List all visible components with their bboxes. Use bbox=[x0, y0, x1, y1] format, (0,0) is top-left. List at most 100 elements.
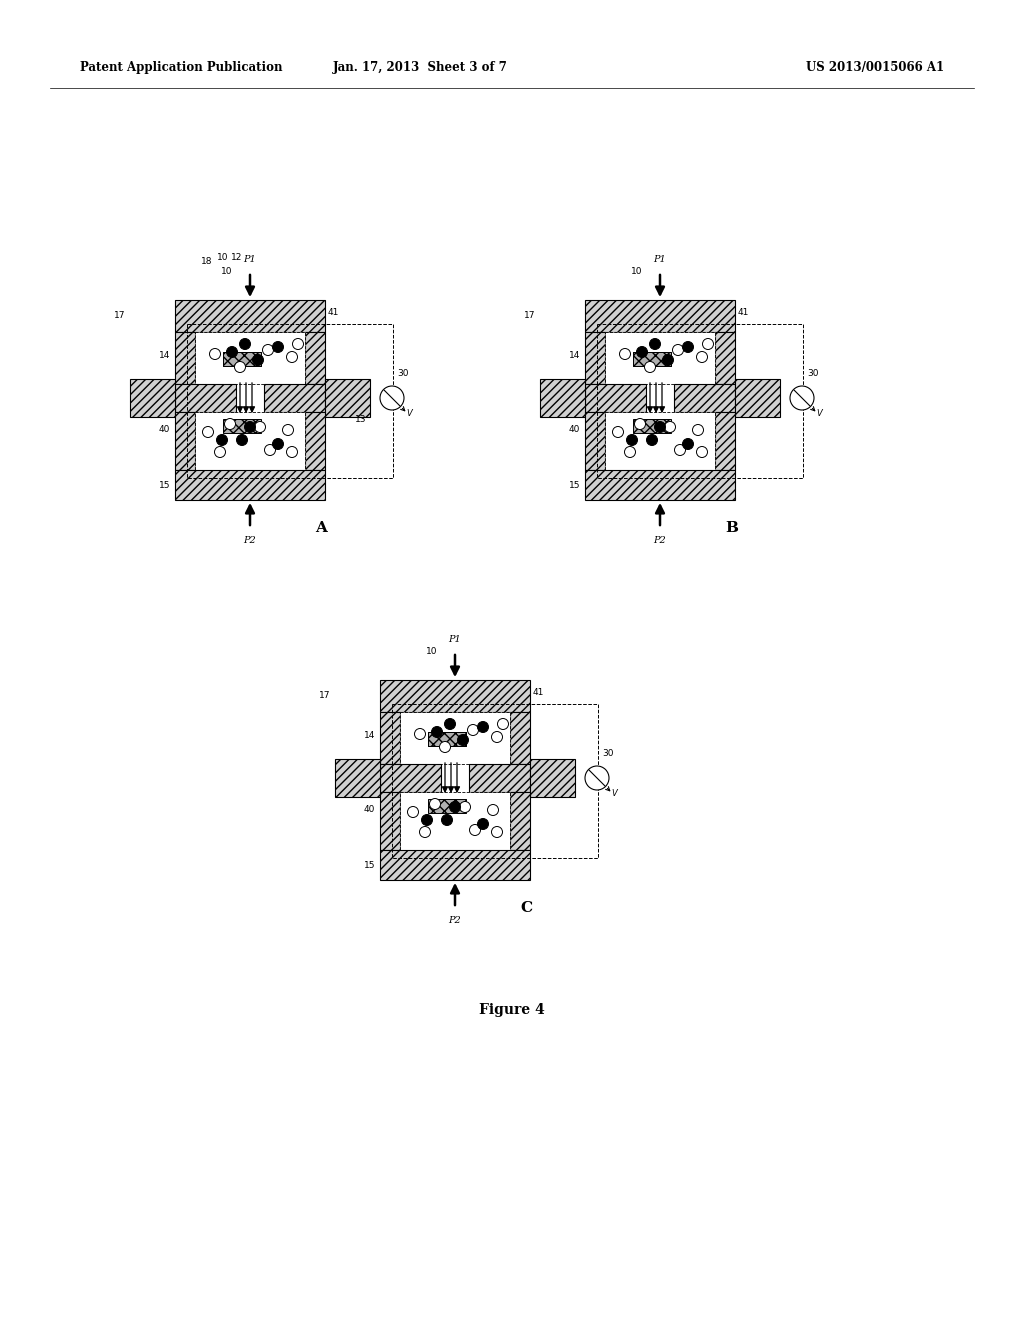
Circle shape bbox=[646, 434, 657, 446]
Text: P2: P2 bbox=[244, 536, 256, 545]
Text: 12: 12 bbox=[230, 253, 242, 263]
Circle shape bbox=[675, 445, 685, 455]
Text: 40: 40 bbox=[364, 805, 375, 814]
Bar bbox=[380, 792, 400, 850]
Text: P1: P1 bbox=[653, 255, 667, 264]
Text: P2: P2 bbox=[653, 536, 667, 545]
Text: Figure 4: Figure 4 bbox=[479, 1003, 545, 1016]
Bar bbox=[510, 711, 530, 764]
Text: 10: 10 bbox=[631, 268, 642, 276]
Circle shape bbox=[696, 351, 708, 363]
Circle shape bbox=[253, 355, 263, 366]
Text: C: C bbox=[520, 902, 532, 915]
Circle shape bbox=[637, 346, 647, 358]
Bar bbox=[175, 300, 325, 333]
Text: 10: 10 bbox=[216, 253, 228, 263]
Text: 30: 30 bbox=[602, 750, 613, 759]
Circle shape bbox=[264, 445, 275, 455]
Text: 14: 14 bbox=[159, 351, 170, 360]
Circle shape bbox=[441, 814, 453, 825]
Bar bbox=[469, 764, 530, 792]
Text: 41: 41 bbox=[738, 309, 750, 317]
Circle shape bbox=[262, 345, 273, 355]
Text: Patent Application Publication: Patent Application Publication bbox=[80, 62, 283, 74]
Bar bbox=[428, 799, 466, 813]
Bar bbox=[195, 412, 305, 470]
Circle shape bbox=[460, 801, 470, 813]
Circle shape bbox=[245, 421, 256, 433]
Circle shape bbox=[692, 425, 703, 436]
Bar bbox=[605, 333, 715, 384]
Circle shape bbox=[790, 385, 814, 411]
Circle shape bbox=[625, 446, 636, 458]
Bar bbox=[380, 680, 530, 711]
Circle shape bbox=[649, 338, 660, 350]
Circle shape bbox=[415, 729, 426, 739]
Circle shape bbox=[431, 726, 442, 738]
Bar bbox=[175, 333, 195, 384]
Circle shape bbox=[673, 345, 683, 355]
Bar bbox=[735, 379, 780, 417]
Circle shape bbox=[663, 355, 674, 366]
Bar bbox=[223, 351, 261, 366]
Bar bbox=[392, 704, 598, 858]
Text: 13: 13 bbox=[355, 416, 367, 425]
Bar bbox=[633, 351, 671, 366]
Circle shape bbox=[408, 807, 419, 817]
Bar bbox=[428, 731, 466, 746]
Circle shape bbox=[683, 438, 693, 450]
Circle shape bbox=[635, 418, 645, 429]
Circle shape bbox=[469, 825, 480, 836]
Bar bbox=[400, 792, 510, 850]
Circle shape bbox=[420, 826, 430, 837]
Circle shape bbox=[620, 348, 631, 359]
Circle shape bbox=[477, 818, 488, 829]
Text: P1: P1 bbox=[244, 255, 256, 264]
Circle shape bbox=[203, 426, 213, 437]
Circle shape bbox=[644, 362, 655, 372]
Bar bbox=[175, 470, 325, 500]
Circle shape bbox=[380, 385, 404, 411]
Circle shape bbox=[287, 446, 298, 458]
Circle shape bbox=[226, 346, 238, 358]
Circle shape bbox=[585, 766, 609, 789]
Text: 17: 17 bbox=[318, 692, 330, 701]
Bar bbox=[530, 759, 575, 797]
Text: 40: 40 bbox=[159, 425, 170, 434]
Circle shape bbox=[492, 731, 503, 742]
Circle shape bbox=[293, 338, 303, 350]
Text: V: V bbox=[816, 409, 821, 418]
Text: B: B bbox=[725, 521, 738, 535]
Text: 30: 30 bbox=[397, 370, 409, 379]
Circle shape bbox=[498, 718, 509, 730]
Text: 10: 10 bbox=[426, 648, 437, 656]
Bar bbox=[585, 470, 735, 500]
Circle shape bbox=[439, 742, 451, 752]
Circle shape bbox=[210, 348, 220, 359]
Text: A: A bbox=[315, 521, 327, 535]
Circle shape bbox=[702, 338, 714, 350]
Circle shape bbox=[487, 804, 499, 816]
Text: 18: 18 bbox=[201, 257, 212, 267]
Circle shape bbox=[240, 338, 251, 350]
Text: Jan. 17, 2013  Sheet 3 of 7: Jan. 17, 2013 Sheet 3 of 7 bbox=[333, 62, 508, 74]
Bar bbox=[674, 384, 735, 412]
Circle shape bbox=[272, 438, 284, 450]
Circle shape bbox=[696, 446, 708, 458]
Bar bbox=[195, 333, 305, 384]
Circle shape bbox=[477, 722, 488, 733]
Bar bbox=[325, 379, 370, 417]
Bar bbox=[400, 711, 510, 764]
Bar bbox=[187, 323, 393, 478]
Circle shape bbox=[272, 342, 284, 352]
Bar bbox=[380, 850, 530, 880]
Bar bbox=[428, 731, 466, 746]
Bar bbox=[223, 418, 261, 433]
Text: 41: 41 bbox=[328, 309, 339, 317]
Text: 30: 30 bbox=[807, 370, 818, 379]
Bar bbox=[585, 333, 605, 384]
Bar bbox=[605, 412, 715, 470]
Circle shape bbox=[214, 446, 225, 458]
Circle shape bbox=[422, 814, 432, 825]
Text: 15: 15 bbox=[364, 861, 375, 870]
